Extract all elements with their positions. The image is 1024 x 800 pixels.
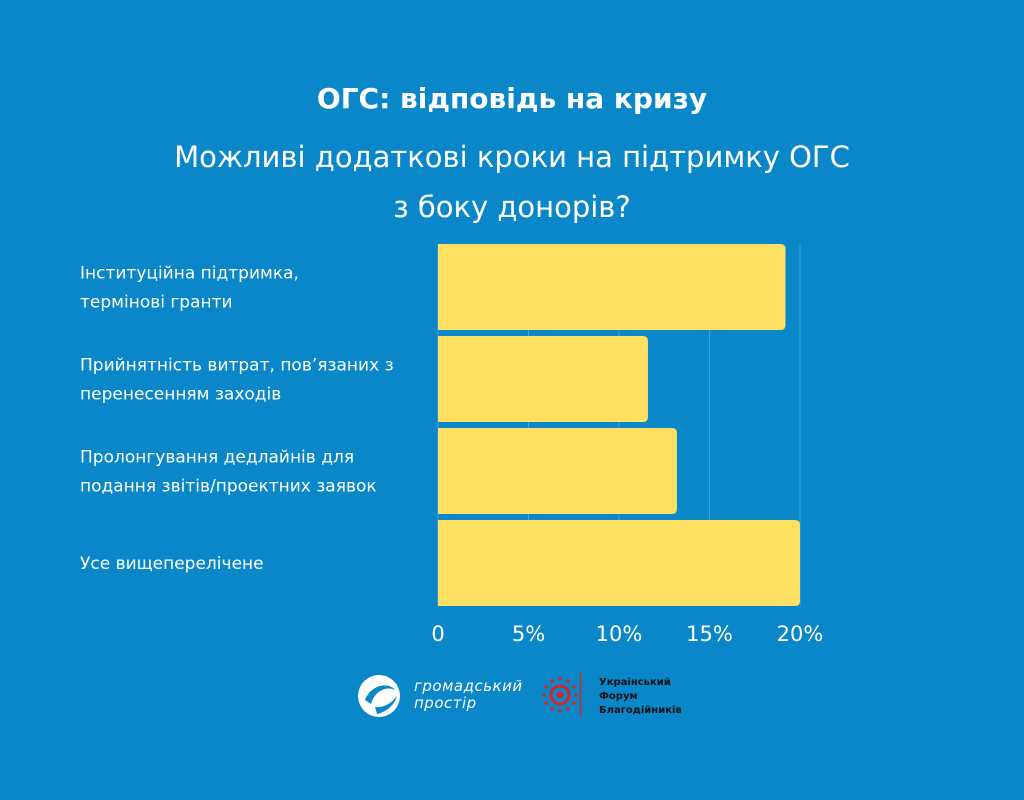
chart-title: ОГС: відповідь на кризу <box>316 82 708 115</box>
bar <box>438 520 800 606</box>
bar <box>438 244 786 330</box>
chart-subtitle: Можливі додаткові кроки на підтримку ОГС… <box>0 132 1024 232</box>
ukrainian-philanthropic-forum-logo-icon <box>542 673 582 717</box>
logo-left-line-2: простір <box>414 694 477 712</box>
ukrainian-philanthropic-forum-logo-text: Український Форум Благодійників <box>599 676 682 718</box>
logos: громадський простір Український Форум Бл… <box>0 668 1024 724</box>
category-label: Прийнятність витрат, пов’язаних з перенес… <box>80 356 394 405</box>
logo-left-line-1: громадський <box>414 677 523 695</box>
subtitle-line-1: Можливі додаткові кроки на підтримку ОГС <box>174 140 850 174</box>
logo-right-line-1: Український <box>599 677 671 688</box>
x-axis-ticks: 0 5% 10% 15% 20% <box>431 622 823 646</box>
bar-chart: Інституційна підтримка, термінові гранти П… <box>80 244 823 646</box>
logo-right-line-3: Благодійників <box>599 705 682 716</box>
subtitle-line-2: з боку донорів? <box>393 190 631 224</box>
category-label: Усе вищеперелічене <box>80 554 264 574</box>
x-tick-label: 10% <box>596 622 643 646</box>
x-tick-label: 5% <box>512 622 545 646</box>
bars <box>438 244 800 606</box>
bar <box>438 428 677 514</box>
gromadskyi-prostir-logo-icon <box>358 675 400 717</box>
category-label: Пролонгування дедлайнів для подання звіті… <box>80 448 377 497</box>
x-tick-label: 0 <box>431 622 444 646</box>
x-tick-label: 15% <box>686 622 733 646</box>
gromadskyi-prostir-logo-text: громадський простір <box>414 678 523 712</box>
bar <box>438 336 648 422</box>
category-label: Інституційна підтримка, термінові гранти <box>80 264 299 313</box>
category-labels: Інституційна підтримка, термінові гранти П… <box>80 264 394 575</box>
x-tick-label: 20% <box>777 622 824 646</box>
logo-right-line-2: Форум <box>599 691 638 702</box>
